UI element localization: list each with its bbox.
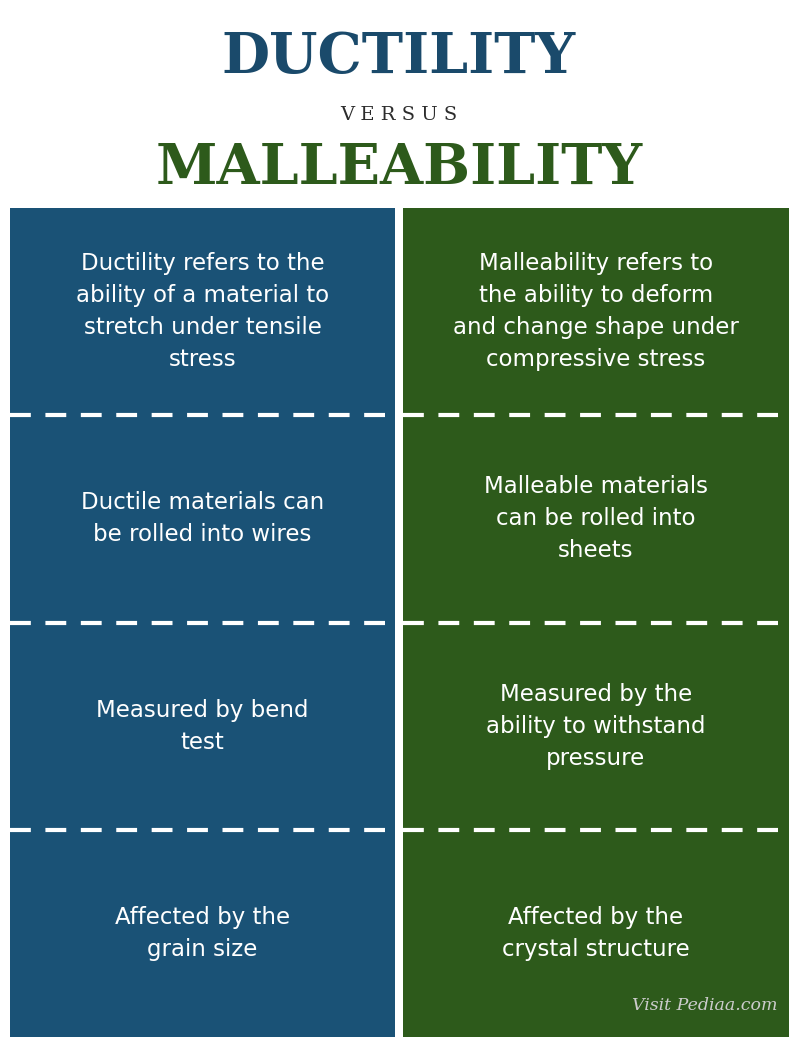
Text: Malleability refers to
the ability to deform
and change shape under
compressive : Malleability refers to the ability to de… xyxy=(453,252,739,371)
Text: MALLEABILITY: MALLEABILITY xyxy=(156,140,642,196)
Text: Ductile materials can
be rolled into wires: Ductile materials can be rolled into wir… xyxy=(81,492,324,546)
Text: Affected by the
grain size: Affected by the grain size xyxy=(115,906,290,961)
Text: DUCTILITY: DUCTILITY xyxy=(222,30,576,85)
Text: Affected by the
crystal structure: Affected by the crystal structure xyxy=(502,906,690,961)
Text: Measured by the
ability to withstand
pressure: Measured by the ability to withstand pre… xyxy=(487,682,706,769)
Text: Malleable materials
can be rolled into
sheets: Malleable materials can be rolled into s… xyxy=(484,475,708,562)
Text: Visit Pediaa.com: Visit Pediaa.com xyxy=(631,997,777,1013)
Bar xyxy=(10,208,395,1037)
Text: V E R S U S: V E R S U S xyxy=(340,106,458,124)
Text: Ductility refers to the
ability of a material to
stretch under tensile
stress: Ductility refers to the ability of a mat… xyxy=(76,252,329,371)
Bar xyxy=(403,208,789,1037)
Text: Measured by bend
test: Measured by bend test xyxy=(96,699,308,754)
